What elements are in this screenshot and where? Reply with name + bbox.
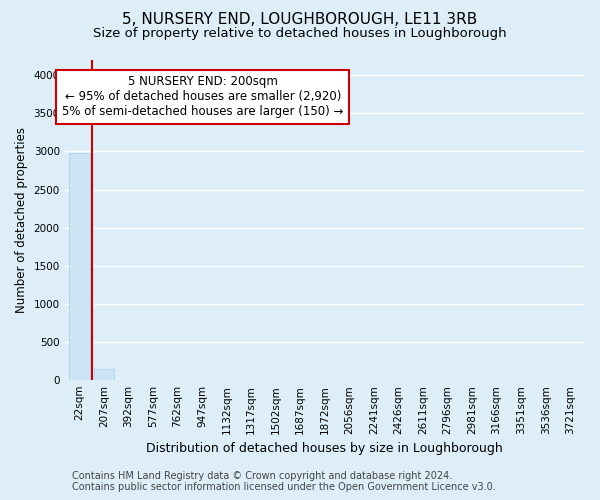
Bar [94, 368, 115, 380]
X-axis label: Distribution of detached houses by size in Loughborough: Distribution of detached houses by size … [146, 442, 503, 455]
Text: 5 NURSERY END: 200sqm
← 95% of detached houses are smaller (2,920)
5% of semi-de: 5 NURSERY END: 200sqm ← 95% of detached … [62, 76, 343, 118]
Text: Size of property relative to detached houses in Loughborough: Size of property relative to detached ho… [93, 28, 507, 40]
Y-axis label: Number of detached properties: Number of detached properties [15, 127, 28, 313]
Bar [69, 153, 90, 380]
Text: Contains HM Land Registry data © Crown copyright and database right 2024.
Contai: Contains HM Land Registry data © Crown c… [72, 471, 496, 492]
Text: 5, NURSERY END, LOUGHBOROUGH, LE11 3RB: 5, NURSERY END, LOUGHBOROUGH, LE11 3RB [122, 12, 478, 28]
